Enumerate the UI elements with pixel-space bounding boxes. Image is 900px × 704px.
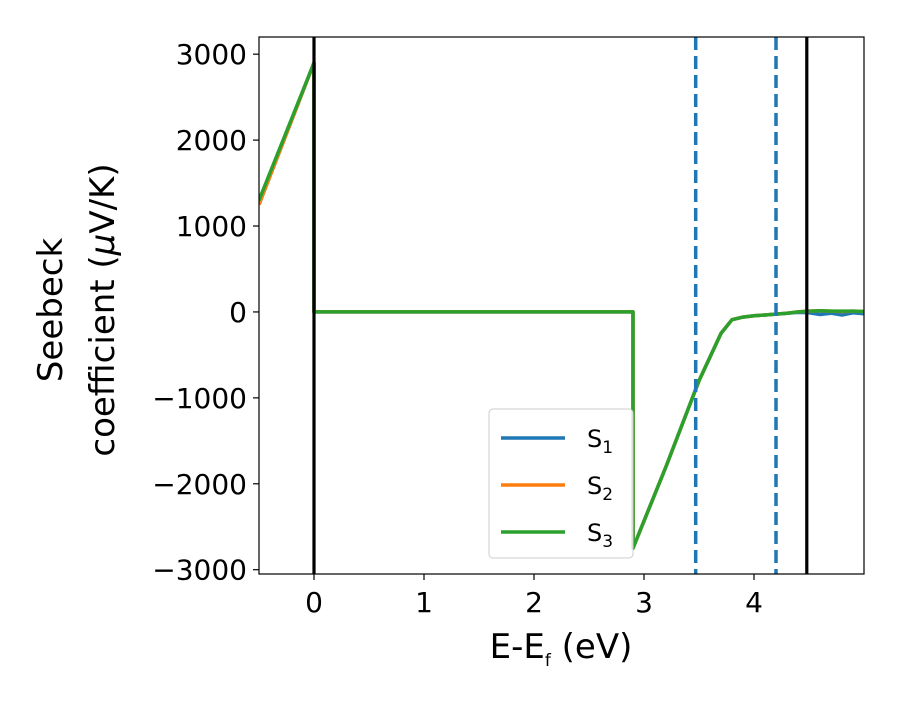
x-axis-label: E-Ef (eV) — [490, 627, 633, 671]
y-tick-label: 0 — [229, 296, 247, 329]
plot-content — [259, 37, 864, 574]
legend: S1 S2 S3 — [488, 408, 634, 559]
x-tick-label: 4 — [745, 586, 763, 619]
y-axis-label-line1: Seebeck — [31, 238, 71, 383]
legend-label-s1: S1 — [587, 425, 613, 458]
x-tick-label: 3 — [635, 586, 653, 619]
y-tick-label: −2000 — [152, 468, 247, 501]
x-tick-label: 0 — [305, 586, 323, 619]
y-tick-label: 1000 — [176, 210, 247, 243]
y-axis-label-line2: coefficient (μV/K) — [83, 163, 123, 456]
x-tick-label: 1 — [415, 586, 433, 619]
y-tick-label: −1000 — [152, 382, 247, 415]
y-tick-label: 3000 — [176, 38, 247, 71]
y-tick-label: −3000 — [152, 554, 247, 587]
legend-label-s3: S3 — [587, 519, 613, 552]
x-tick-label: 2 — [525, 586, 543, 619]
y-tick-label: 2000 — [176, 124, 247, 157]
legend-label-s2: S2 — [587, 472, 613, 505]
y-axis-label: Seebeck coefficient (μV/K) — [31, 163, 123, 456]
axes-frame — [258, 36, 865, 575]
series-line-s3 — [259, 61, 864, 550]
axis-ticks: 0 1 2 3 4 3000 2000 1000 0 −1000 −2000 −3000 — [152, 38, 763, 619]
